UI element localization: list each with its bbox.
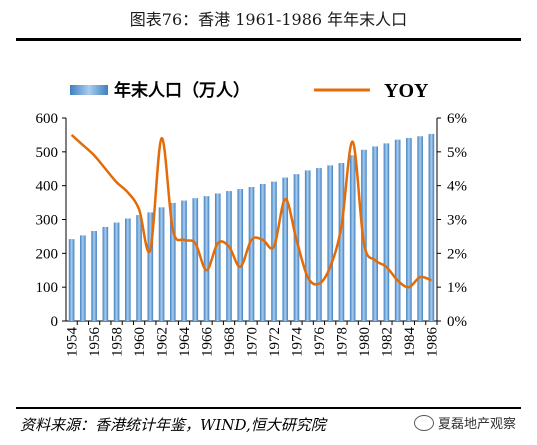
- bar: [214, 193, 221, 321]
- bar: [147, 212, 154, 321]
- bar: [349, 155, 356, 321]
- x-tick-label: 1964: [177, 327, 193, 358]
- bar: [113, 222, 120, 321]
- bar: [271, 181, 277, 321]
- right-tick-label: 2%: [447, 246, 467, 262]
- left-tick-label: 100: [36, 280, 59, 296]
- bar: [259, 183, 266, 321]
- left-tick-label: 200: [36, 246, 59, 262]
- bottom-rule: [16, 407, 521, 409]
- bar: [237, 189, 244, 321]
- yoy-line: [70, 133, 432, 289]
- bar: [428, 133, 435, 321]
- x-tick-label: 1972: [267, 327, 283, 357]
- watermark: 夏磊地产观察: [414, 413, 516, 432]
- bar: [68, 239, 75, 321]
- bar: [417, 136, 423, 321]
- left-tick-label: 400: [36, 179, 59, 195]
- bar: [91, 231, 97, 321]
- bar: [203, 196, 210, 321]
- x-tick-label: 1970: [245, 327, 261, 357]
- legend: 年末人口（万人） YOY: [70, 80, 429, 102]
- x-tick-label: 1980: [357, 327, 373, 357]
- x-tick-label: 1960: [132, 327, 148, 357]
- bar: [192, 198, 199, 321]
- chart-title: 图表76：香港 1961-1986 年年末人口: [129, 10, 408, 29]
- x-tick-label: 1984: [402, 327, 418, 358]
- watermark-text: 夏磊地产观察: [438, 417, 517, 432]
- bar: [293, 174, 300, 321]
- bar: [327, 165, 334, 321]
- wechat-icon: [414, 414, 434, 431]
- bar: [102, 226, 109, 321]
- x-tick-label: 1962: [155, 327, 171, 357]
- bar: [394, 139, 401, 321]
- right-tick-label: 0%: [447, 314, 467, 330]
- left-tick-label: 0: [51, 314, 59, 330]
- right-tick-label: 1%: [447, 280, 467, 296]
- source-note: 资料来源：香港统计年鉴，WIND,恒大研究院: [20, 416, 326, 434]
- bar: [169, 202, 176, 321]
- bar: [136, 215, 142, 321]
- right-tick-label: 5%: [447, 145, 467, 161]
- bar: [80, 235, 86, 321]
- x-tick-label: 1954: [65, 327, 81, 358]
- bar: [338, 162, 345, 321]
- bar: [406, 137, 412, 321]
- x-tick-label: 1966: [200, 327, 216, 358]
- legend-bar-swatch: [70, 85, 108, 95]
- legend-line-label: YOY: [384, 80, 429, 102]
- bar: [248, 187, 255, 321]
- x-tick-label: 1978: [334, 327, 350, 357]
- legend-bar-label: 年末人口（万人）: [114, 80, 250, 101]
- x-tick-label: 1986: [424, 327, 440, 358]
- bar: [158, 207, 165, 321]
- x-tick-label: 1968: [222, 327, 238, 357]
- right-tick-label: 3%: [447, 213, 467, 229]
- right-tick-label: 6%: [447, 111, 467, 127]
- x-tick-label: 1976: [312, 327, 328, 358]
- x-tick-label: 1974: [289, 327, 305, 358]
- bar: [372, 146, 378, 321]
- left-tick-label: 300: [36, 213, 59, 229]
- x-tick-label: 1958: [110, 327, 126, 357]
- left-tick-label: 600: [36, 111, 59, 127]
- bar: [226, 191, 232, 321]
- top-rule: [16, 38, 521, 41]
- bar: [316, 168, 322, 321]
- right-tick-label: 4%: [447, 179, 467, 195]
- left-tick-label: 500: [36, 145, 59, 161]
- bar: [282, 177, 289, 321]
- bar: [125, 218, 131, 321]
- bar: [304, 170, 311, 321]
- bar: [383, 143, 390, 321]
- x-tick-label: 1982: [379, 327, 395, 357]
- x-tick-label: 1956: [87, 327, 103, 358]
- bar: [181, 200, 187, 321]
